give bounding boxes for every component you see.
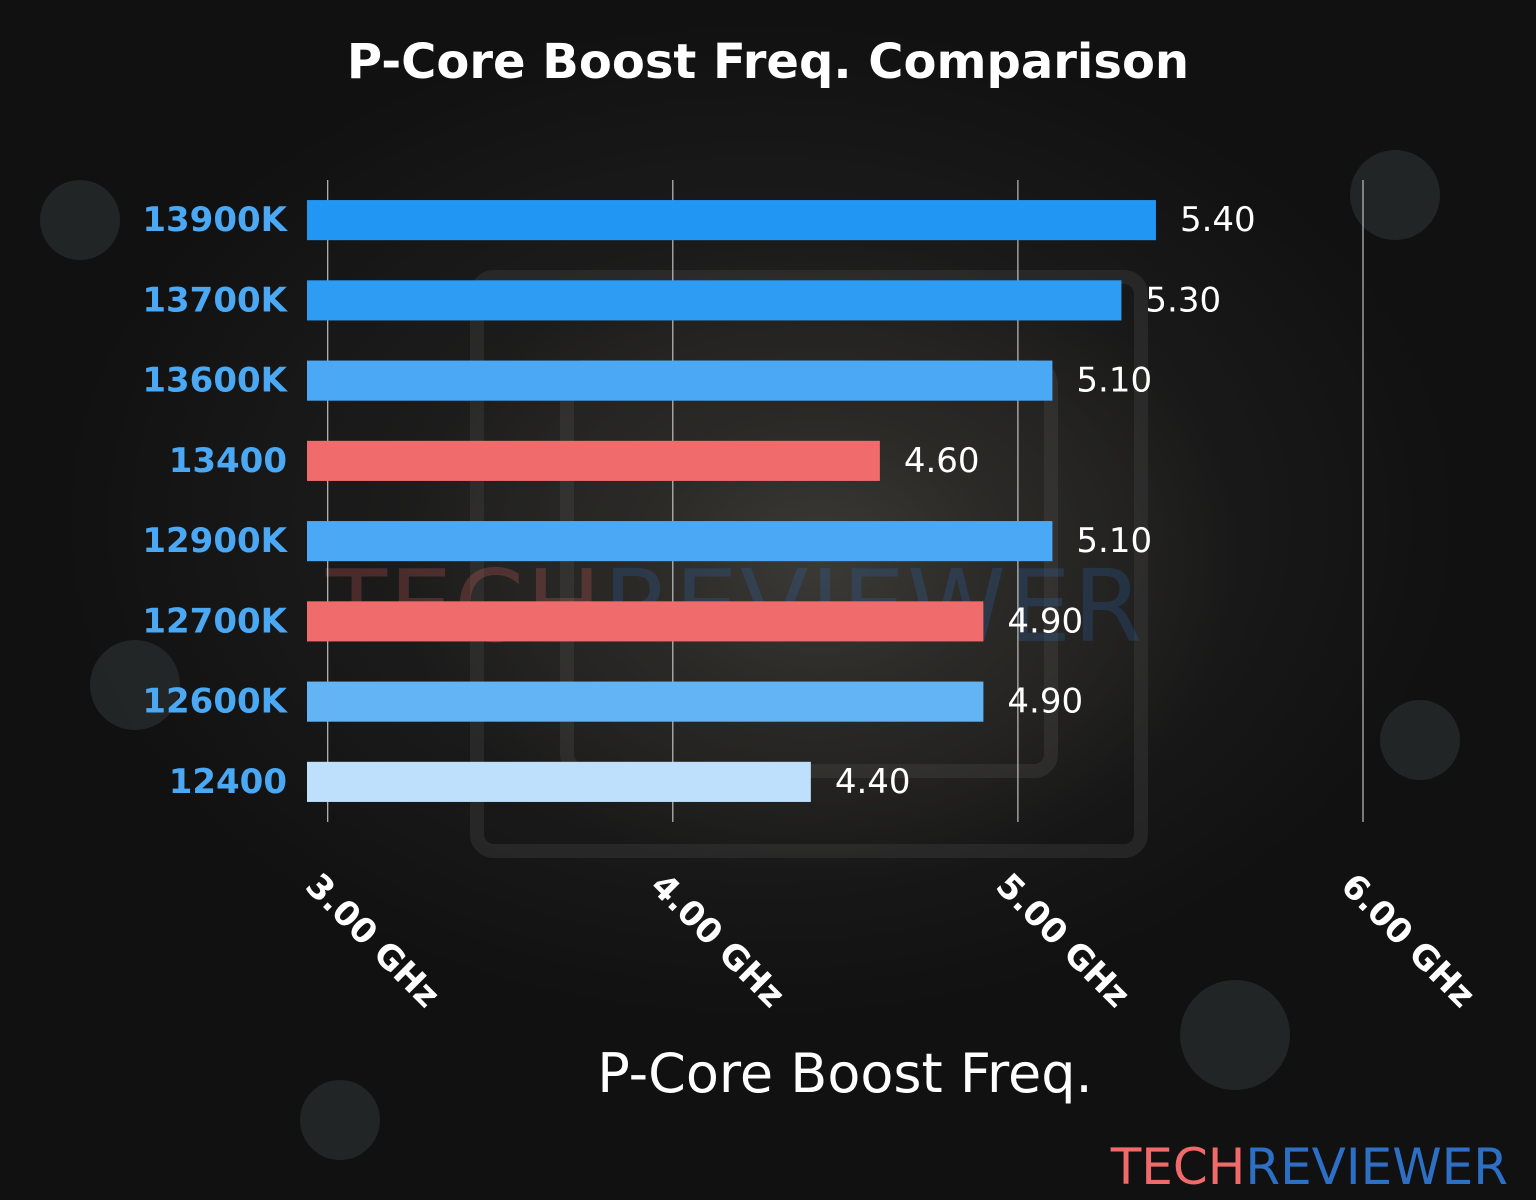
- category-label: 12400: [169, 762, 287, 802]
- bar-12400: [307, 761, 811, 802]
- x-tick-label: 6.00 GHz: [1333, 866, 1483, 1016]
- x-tick-label: 5.00 GHz: [988, 866, 1138, 1016]
- x-axis-label: P-Core Boost Freq.: [597, 1042, 1093, 1105]
- value-label: 5.10: [1076, 521, 1152, 561]
- logo-tech: TECH: [1110, 1138, 1246, 1196]
- capacitor-shape: [1350, 150, 1440, 240]
- category-label: 13900K: [142, 200, 288, 240]
- capacitor-shape: [40, 180, 120, 260]
- logo-reviewer: REVIEWER: [1245, 1138, 1508, 1196]
- category-label: 12900K: [142, 521, 288, 561]
- bar-12900k: [307, 521, 1053, 562]
- bar-12700k: [307, 601, 984, 642]
- value-label: 5.40: [1180, 200, 1256, 240]
- bar-13600k: [307, 360, 1053, 401]
- category-label: 12600K: [142, 682, 288, 722]
- value-label: 4.90: [1007, 601, 1083, 641]
- value-label: 4.40: [835, 762, 911, 802]
- bar-12600k: [307, 681, 984, 722]
- x-tick-label: 4.00 GHz: [643, 866, 793, 1016]
- category-label: 13700K: [142, 280, 288, 320]
- value-label: 4.60: [904, 441, 980, 481]
- category-label: 12700K: [142, 601, 288, 641]
- capacitor-shape: [1380, 700, 1460, 780]
- category-label: 13600K: [142, 361, 288, 401]
- value-label: 4.90: [1007, 682, 1083, 722]
- bar-13400: [307, 440, 880, 481]
- bar-13900k: [307, 200, 1156, 241]
- category-label: 13400: [169, 441, 287, 481]
- techreviewer-logo: TECHREVIEWER: [1111, 1138, 1508, 1196]
- x-tick-label: 3.00 GHz: [298, 866, 448, 1016]
- capacitor-shape: [1180, 980, 1290, 1090]
- capacitor-shape: [300, 1080, 380, 1160]
- chart-title: P-Core Boost Freq. Comparison: [346, 34, 1190, 90]
- capacitor-shape: [90, 640, 180, 730]
- value-label: 5.30: [1145, 280, 1221, 320]
- bar-13700k: [307, 280, 1122, 321]
- value-label: 5.10: [1076, 361, 1152, 401]
